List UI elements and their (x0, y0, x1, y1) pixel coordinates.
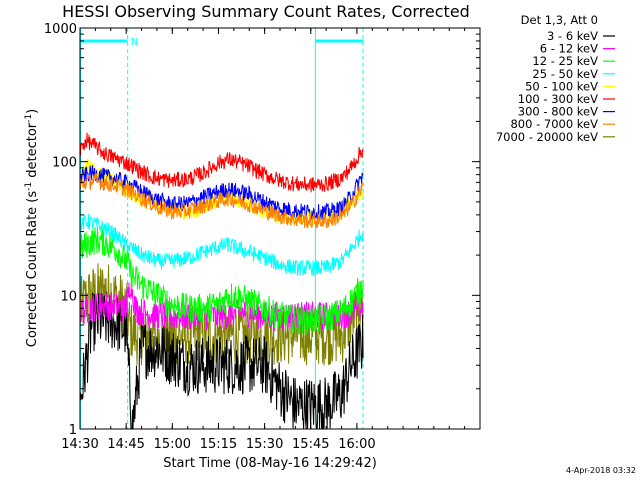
y-axis-label-part2: detector (25, 122, 40, 182)
y-tick-label: 1 (69, 423, 77, 438)
x-tick-label: 14:45 (107, 437, 144, 452)
legend-label: 7000 - 20000 keV (496, 130, 598, 144)
n-marker-label: N (131, 37, 138, 48)
series-line (79, 132, 364, 193)
series-line (79, 214, 364, 277)
y-tick-label: 100 (52, 156, 77, 171)
legend-label: 3 - 6 keV (547, 29, 598, 43)
legend-label: 6 - 12 keV (540, 42, 598, 56)
legend-label: 25 - 50 keV (532, 67, 598, 81)
y-tick-label: 1000 (44, 22, 77, 37)
series-line (79, 291, 364, 430)
x-axis-label: Start Time (08-May-16 14:29:42) (163, 456, 377, 471)
legend-label: 50 - 100 keV (525, 79, 598, 93)
chart-title: HESSI Observing Summary Count Rates, Cor… (62, 2, 470, 21)
legend-label: 12 - 25 keV (532, 54, 598, 68)
x-tick-label: 15:30 (246, 437, 283, 452)
legend-header: Det 1,3, Att 0 (521, 13, 598, 27)
footer-date: 4-Apr-2018 03:32 (566, 466, 636, 475)
x-tick-label: 15:15 (200, 437, 237, 452)
y-axis-label-sup1: -1 (24, 182, 34, 191)
x-tick-label: 16:00 (338, 437, 375, 452)
y-axis-label-part1: Corrected Count Rate (s (25, 191, 40, 348)
y-axis-label-part3: ) (25, 109, 40, 114)
legend-label: 300 - 800 keV (518, 105, 598, 119)
x-tick-label: 15:00 (154, 437, 191, 452)
legend-label: 100 - 300 keV (518, 92, 598, 106)
y-axis-label: Corrected Count Rate (s-1 detector-1) (24, 109, 40, 347)
series-line (79, 227, 364, 336)
x-tick-label: 14:30 (61, 437, 98, 452)
series-line (79, 173, 364, 229)
y-axis-label-sup2: -1 (24, 114, 34, 123)
y-tick-label: 10 (60, 289, 77, 304)
axis-ticks: 14:30 14:45 15:00 15:15 15:30 15:45 16:00 1 10 10… (44, 22, 481, 452)
legend-label: 800 - 7000 keV (510, 117, 598, 131)
x-tick-label: 15:45 (292, 437, 329, 452)
